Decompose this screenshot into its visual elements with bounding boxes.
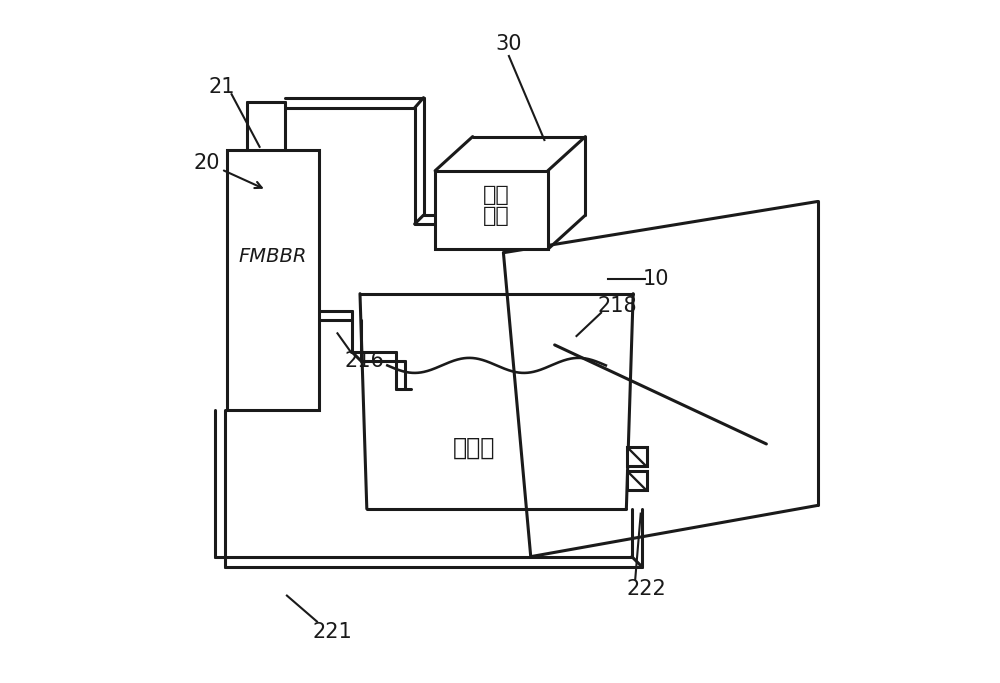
Text: FMBBR: FMBBR [238, 247, 307, 266]
Text: 222: 222 [627, 579, 667, 599]
Text: 221: 221 [313, 622, 353, 642]
Bar [227, 150, 319, 410]
Text: 30: 30 [496, 34, 522, 55]
Text: 处理: 处理 [483, 206, 510, 226]
Text: 20: 20 [193, 152, 220, 173]
Bar [627, 471, 647, 490]
Bar [627, 447, 647, 466]
Text: 21: 21 [209, 77, 235, 98]
Text: 216: 216 [345, 350, 385, 371]
Text: 兼氧池: 兼氧池 [453, 435, 495, 460]
Bar [435, 171, 548, 249]
Text: 218: 218 [598, 296, 637, 316]
Text: 泡沫: 泡沫 [483, 185, 510, 206]
Text: 10: 10 [642, 268, 669, 289]
